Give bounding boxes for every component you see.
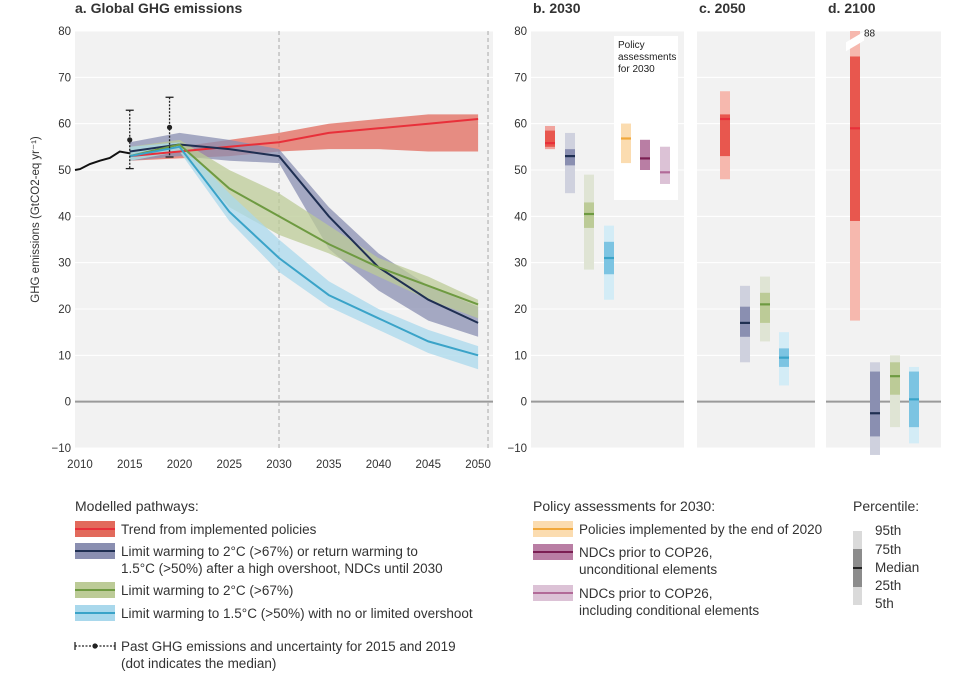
policy-inset-label: for 2030 [618,64,655,75]
plot-area [75,31,493,448]
plot-area [826,31,941,448]
legend-item-pol2020: Policies implemented by the end of 2020 [533,521,822,537]
box-inner-2c [584,202,594,228]
percentile-label: 75th [875,542,901,557]
panel-b: b. 2030 80 70 60 50 40 30 20 10 0 −10 Policyassessm… [507,0,684,455]
legend-item-1p5: Limit warming to 1.5°C (>50%) with no or… [75,605,473,621]
box-inner-2c [890,362,900,395]
y-tick-label: 40 [514,211,527,223]
legend-policy-title: Policy assessments for 2030: [533,498,715,514]
legend-item-ndc_uncond: NDCs prior to COP26, unconditional elemen… [533,544,717,577]
break-value-label: 88 [864,28,876,39]
x-tick-label: 2025 [216,459,242,471]
y-tick-label: 20 [58,304,71,316]
box-inner-2c [760,292,770,323]
panel-d: d. 2100 88 [826,0,941,455]
box-inner-trend [545,130,555,147]
legend-swatch-dot [92,643,98,649]
legend-label: Limit warming to 1.5°C (>50%) with no or… [121,606,473,621]
legend-label: Limit warming to 2°C (>67%) [121,583,293,598]
median-line-ndc_2c [129,143,479,324]
x-tick-label: 2045 [416,459,442,471]
legend: Modelled pathways: Trend from implemented… [74,498,919,671]
y-tick-label: 30 [514,258,527,270]
axis-break-mark [846,31,864,52]
y-tick-label: 50 [58,165,71,177]
box-inner-trend [720,114,730,157]
panel-title: a. Global GHG emissions [75,0,242,16]
median-line-2c [129,143,479,306]
box-inner-ndc_cond [660,146,670,184]
x-tick-label: 2040 [366,459,392,471]
legend-item-past: Past GHG emissions and uncertainty for 2… [74,639,456,671]
y-tick-label: 20 [514,304,527,316]
legend-label: (dot indicates the median) [121,656,276,671]
legend-item-trend: Trend from implemented policies [75,521,317,537]
legend-pathways-title: Modelled pathways: [75,498,199,514]
y-axis-label: GHG emissions (GtCO2-eq yr⁻¹) [30,136,42,303]
y-tick-label: 80 [514,26,527,38]
x-tick-label: 2035 [316,459,342,471]
y-tick-label: 60 [58,119,71,131]
y-tick-label: −10 [51,443,71,455]
plot-area [697,31,815,448]
panel-title: c. 2050 [699,0,746,16]
box-inner-trend [850,56,860,221]
legend-label: Past GHG emissions and uncertainty for 2… [121,639,456,654]
percentile-label: 5th [875,596,894,611]
legend-label: NDCs prior to COP26, [579,586,713,601]
band-1p5 [129,142,479,370]
legend-label: Limit warming to 2°C (>67%) or return wa… [121,544,418,559]
y-tick-label: 40 [58,211,71,223]
panel-title: b. 2030 [533,0,581,16]
x-tick-label: 2010 [67,459,93,471]
panel-c: c. 2050 [697,0,815,449]
legend-label: unconditional elements [579,562,717,577]
x-tick-label: 2015 [117,459,143,471]
y-tick-label: 60 [514,119,527,131]
box-inner-ndc_uncond [640,139,650,170]
y-tick-label: 70 [514,72,527,84]
legend-item-ndc_2c: Limit warming to 2°C (>67%) or return wa… [75,543,443,576]
percentile-key: 95th 75th Median 25th 5th [853,523,919,611]
box-inner-ndc_2c [740,306,750,337]
legend-item-2c: Limit warming to 2°C (>67%) [75,582,293,598]
y-tick-label: 0 [521,397,527,409]
legend-item-ndc_cond: NDCs prior to COP26, including conditiona… [533,585,759,618]
percentile-label: Median [875,560,919,575]
box-inner-pol2020 [621,123,631,164]
y-tick-label: 10 [514,350,527,362]
box-inner-ndc_2c [870,371,880,437]
y-tick-label: 70 [58,72,71,84]
legend-label: Policies implemented by the end of 2020 [579,522,822,537]
x-tick-label: 2050 [465,459,491,471]
legend-label: Trend from implemented policies [121,522,317,537]
percentile-label: 95th [875,523,901,538]
x-tick-label: 2030 [266,459,292,471]
y-tick-label: −10 [507,443,527,455]
y-tick-label: 0 [65,397,71,409]
uncertainty-median-dot [127,137,133,143]
y-tick-label: 10 [58,350,71,362]
policy-inset-label: assessments [618,52,676,63]
policy-inset-label: Policy [618,40,645,51]
y-tick-label: 30 [58,258,71,270]
band-ndc_2c [129,132,479,337]
uncertainty-median-dot [166,124,173,130]
legend-label: 1.5°C (>50%) after a high overshoot, NDC… [121,561,443,576]
percentile-label: 25th [875,578,901,593]
legend-label: including conditional elements [579,603,759,618]
legend-percentile-title: Percentile: [853,498,919,514]
median-line-1p5 [129,145,479,357]
panel-title: d. 2100 [828,0,876,16]
x-tick-label: 2020 [167,459,193,471]
box-inner-ndc_2c [565,149,575,166]
y-tick-label: 80 [58,26,71,38]
y-tick-label: 50 [514,165,527,177]
panel-a: a. Global GHG emissions80706050403020100… [30,0,493,471]
legend-label: NDCs prior to COP26, [579,545,713,560]
history-line [74,150,130,171]
